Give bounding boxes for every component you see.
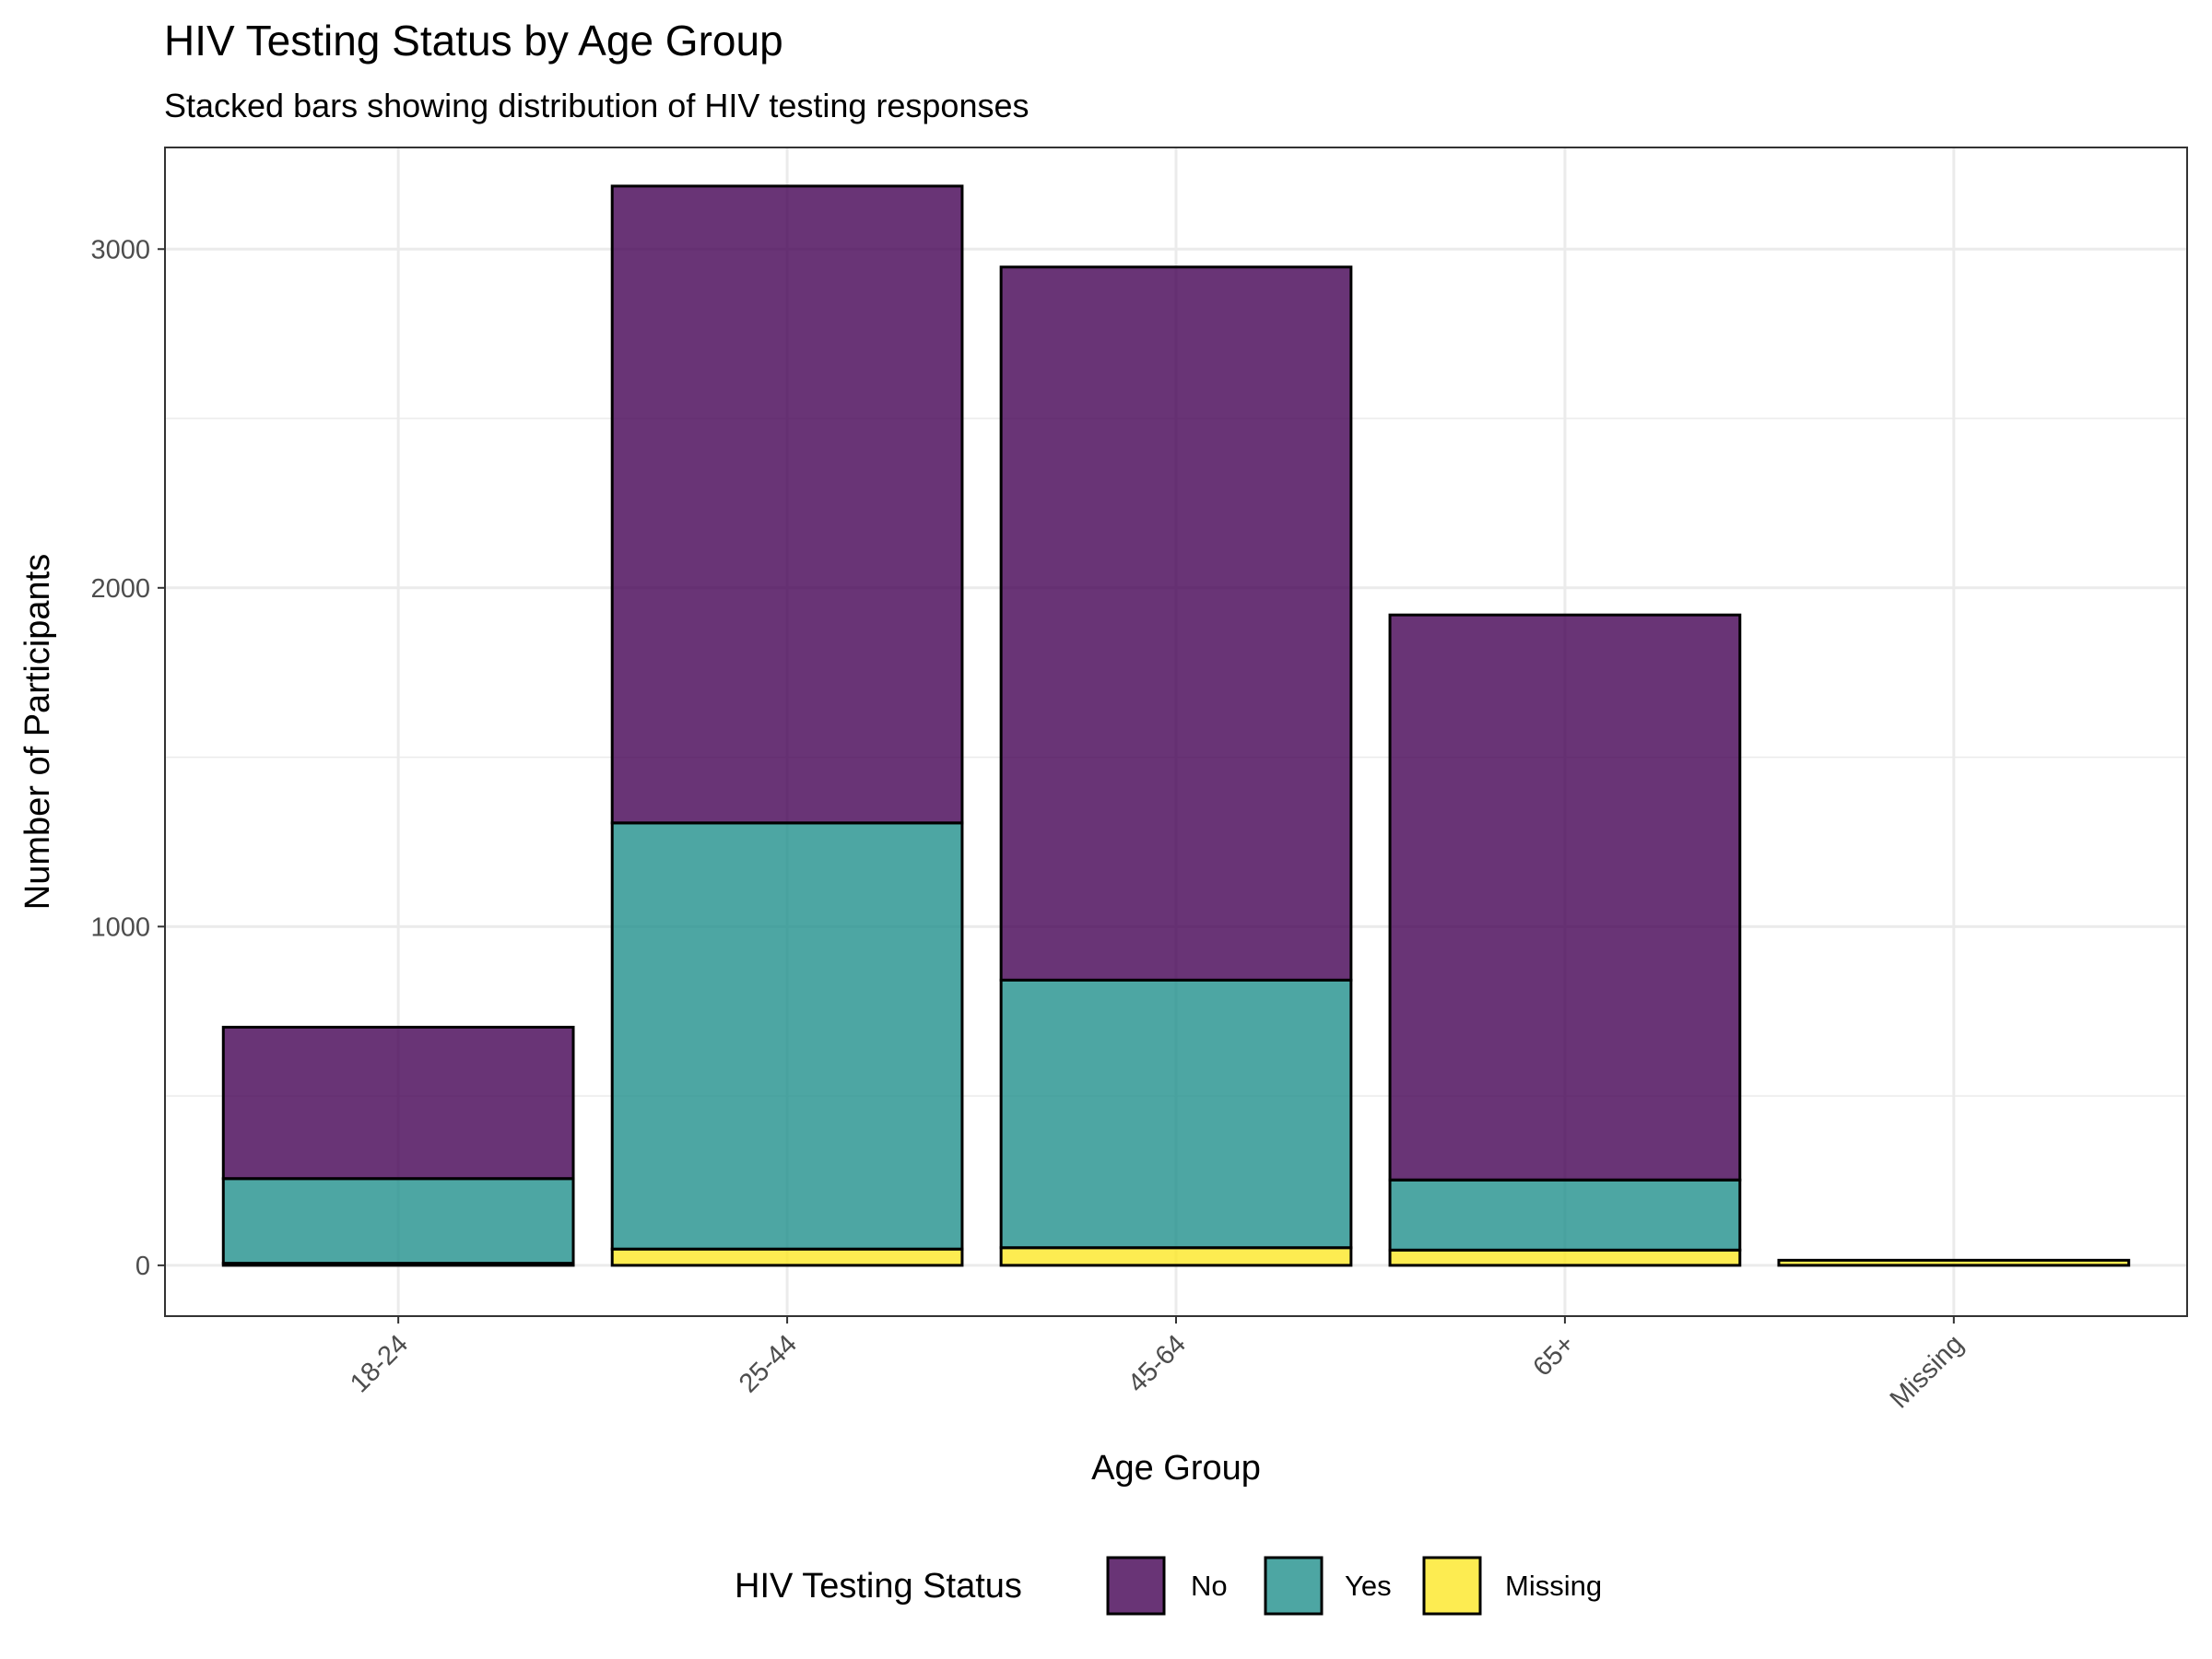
bar-45-64-yes bbox=[999, 978, 1353, 1250]
x-tick-label: 65+ bbox=[1527, 1329, 1580, 1382]
bars bbox=[221, 184, 2131, 1267]
legend-label-yes: Yes bbox=[1345, 1570, 1392, 1602]
chart-title: HIV Testing Status by Age Group bbox=[164, 17, 783, 65]
y-axis-title: Number of Participants bbox=[18, 554, 57, 911]
legend-key-missing bbox=[1422, 1556, 1482, 1616]
bar-65--missing bbox=[1388, 1248, 1742, 1267]
y-tick-label: 1000 bbox=[90, 912, 150, 942]
x-axis-title: Age Group bbox=[1091, 1449, 1261, 1488]
bar-18-24-yes bbox=[221, 1177, 575, 1265]
y-tick-label: 3000 bbox=[90, 235, 150, 265]
bar-45-64-missing bbox=[999, 1246, 1353, 1267]
bar-25-44-no bbox=[610, 184, 964, 825]
x-axis: 18-24 25-44 45-64 65+ Missing bbox=[345, 1316, 1970, 1414]
legend-key-no bbox=[1106, 1556, 1166, 1616]
chart-subtitle: Stacked bars showing distribution of HIV… bbox=[164, 87, 1030, 124]
bar-45-64-no bbox=[999, 265, 1353, 982]
bar-25-44-missing bbox=[610, 1247, 964, 1267]
bar-missing-missing bbox=[1777, 1258, 2131, 1267]
bar-25-44-yes bbox=[610, 821, 964, 1251]
bar-65--no bbox=[1388, 613, 1742, 1182]
legend-key-yes bbox=[1264, 1556, 1324, 1616]
x-tick-label: 18-24 bbox=[345, 1329, 414, 1398]
x-tick-label: Missing bbox=[1885, 1329, 1970, 1414]
y-axis: 0 1000 2000 3000 bbox=[90, 235, 165, 1281]
legend-label-missing: Missing bbox=[1505, 1570, 1602, 1602]
x-tick-label: 45-64 bbox=[1123, 1329, 1192, 1398]
legend-title: HIV Testing Status bbox=[735, 1567, 1022, 1606]
bar-18-24-no bbox=[221, 1025, 575, 1181]
legend: HIV Testing Status No Yes Missing bbox=[735, 1556, 1602, 1616]
y-tick-label: 2000 bbox=[90, 574, 150, 604]
legend-label-no: No bbox=[1191, 1570, 1228, 1602]
x-tick-label: 25-44 bbox=[734, 1329, 803, 1398]
y-tick-label: 0 bbox=[135, 1252, 150, 1281]
bar-65--yes bbox=[1388, 1178, 1742, 1252]
